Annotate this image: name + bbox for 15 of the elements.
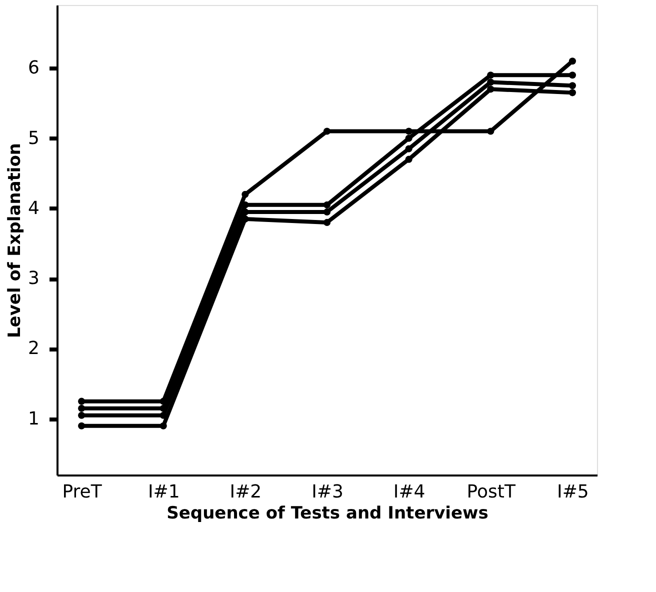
y-tick-label: 4 [28,198,40,219]
y-tick-label: 6 [28,58,40,79]
y-tick-label: 3 [28,268,40,290]
y-tick-label: 5 [28,128,40,149]
x-tick-label: PreT [62,482,103,502]
x-tick-label: I#1 [148,482,180,502]
x-tick-label: I#5 [557,482,589,502]
x-tick-label: I#2 [230,482,262,502]
x-axis-title: Sequence of Tests and Interviews [166,504,488,524]
x-tick-label: I#3 [312,482,344,502]
y-axis-title: Level of Explanation [5,142,26,338]
x-tick-label: PostT [466,482,516,502]
y-tick-label: 2 [28,338,40,360]
y-tick-label: 1 [28,408,40,430]
x-tick-label: I#4 [393,482,426,502]
